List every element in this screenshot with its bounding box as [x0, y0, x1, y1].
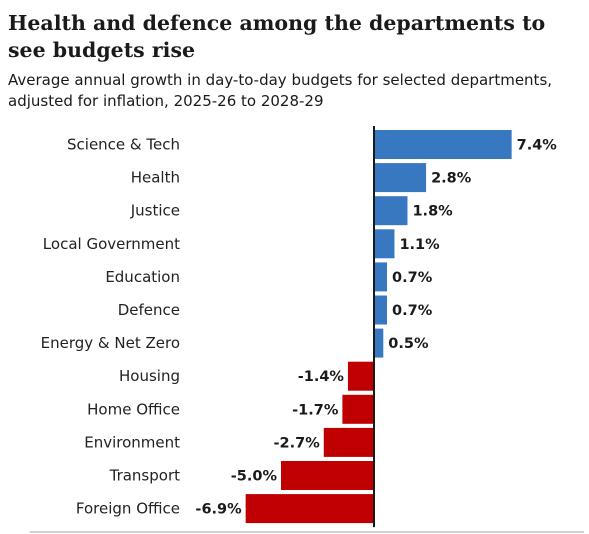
bar	[245, 494, 374, 524]
category-label: Health	[131, 169, 180, 187]
category-label: Science & Tech	[67, 136, 180, 154]
bar	[342, 394, 374, 424]
bottom-divider	[30, 531, 584, 533]
bar	[374, 229, 395, 259]
value-label: 0.7%	[392, 303, 433, 319]
value-label: -1.4%	[298, 369, 345, 385]
value-label: 2.8%	[431, 171, 472, 187]
value-label: 7.4%	[517, 138, 558, 154]
bar	[281, 461, 374, 490]
value-label: -2.7%	[274, 435, 321, 451]
category-label: Local Government	[43, 235, 180, 253]
category-label: Defence	[118, 301, 180, 319]
category-label: Foreign Office	[76, 500, 180, 518]
category-labels: Science & Tech Health Justice Local Governm…	[41, 136, 180, 518]
category-label: Housing	[119, 367, 180, 385]
bars	[245, 130, 512, 524]
category-label: Justice	[130, 202, 180, 220]
value-label: 0.7%	[392, 270, 433, 286]
bar	[323, 427, 374, 457]
bar	[374, 130, 512, 159]
chart-title: Health and defence among the departments…	[8, 11, 546, 62]
category-label: Education	[105, 268, 180, 286]
bar	[374, 328, 384, 358]
bar	[347, 361, 374, 391]
bar	[374, 295, 388, 325]
bar	[374, 262, 388, 292]
value-label: -5.0%	[231, 469, 278, 485]
bar	[374, 196, 408, 226]
chart-subtitle: Average annual growth in day-to-day budg…	[8, 71, 553, 110]
value-label: 1.1%	[399, 237, 440, 253]
category-label: Energy & Net Zero	[41, 334, 180, 352]
value-labels: 7.4% 2.8% 1.8% 1.1% 0.7% 0.7% 0.5% -1.4% -1.7% -2…	[195, 138, 557, 518]
category-label: Home Office	[87, 400, 180, 418]
value-label: -6.9%	[195, 502, 242, 518]
value-label: 1.8%	[412, 204, 453, 220]
category-label: Transport	[109, 467, 181, 485]
category-label: Environment	[84, 433, 180, 451]
value-label: -1.7%	[292, 402, 339, 418]
value-label: 0.5%	[388, 336, 429, 352]
bar	[374, 163, 427, 193]
